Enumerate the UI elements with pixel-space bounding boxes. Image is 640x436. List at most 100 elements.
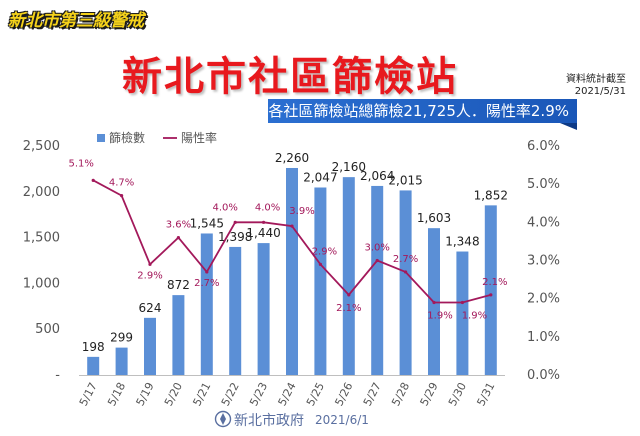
rate-label-5/25: 2.9%	[312, 246, 337, 257]
rate-label-5/21: 2.7%	[194, 278, 219, 289]
rate-point-5/30	[460, 300, 464, 305]
legend-swatch-bars	[97, 134, 105, 142]
x-tick-5/28: 5/28	[389, 380, 412, 408]
bar-5/28	[399, 190, 412, 375]
bar-label-5/21: 1,545	[190, 216, 224, 230]
rate-label-5/18: 4.7%	[109, 178, 134, 189]
x-tick-5/24: 5/24	[276, 380, 299, 408]
rate-point-5/29	[432, 300, 436, 305]
x-tick-5/25: 5/25	[304, 380, 327, 408]
rate-label-5/27: 3.0%	[364, 243, 389, 254]
rate-point-5/26	[347, 293, 351, 297]
rate-point-5/18	[120, 194, 124, 198]
gov-org-name: 新北市政府	[234, 413, 304, 429]
bar-label-5/22: 1,398	[218, 230, 252, 244]
bar-label-5/28: 2,015	[388, 173, 422, 187]
banner-fold-decoration	[560, 123, 577, 130]
rate-label-5/17: 5.1%	[68, 158, 93, 169]
x-tick-5/17: 5/17	[77, 380, 100, 408]
x-tick-5/27: 5/27	[361, 380, 384, 408]
bar-5/20	[172, 295, 185, 375]
rate-label-5/19: 2.9%	[137, 270, 162, 281]
bar-5/31	[484, 205, 497, 375]
legend-label-bars: 篩檢數	[109, 130, 145, 145]
x-tick-5/19: 5/19	[134, 380, 157, 408]
x-tick-5/29: 5/29	[418, 380, 441, 408]
y-left-tick-5: 2,500	[23, 139, 60, 154]
y-left-tick-4: 2,000	[23, 185, 60, 200]
x-tick-5/23: 5/23	[247, 380, 270, 408]
rate-point-5/28	[404, 270, 408, 274]
rate-label-5/30: 1.9%	[462, 310, 487, 321]
bar-5/26	[342, 177, 355, 375]
bar-5/25	[314, 187, 327, 375]
y-right-tick-0: 0.0%	[527, 368, 560, 383]
summary-banner: 各社區篩檢站總篩檢21,725人．陽性率2.9%	[268, 99, 577, 123]
rate-label-5/22: 4.0%	[212, 202, 237, 213]
x-tick-5/31: 5/31	[474, 380, 497, 408]
y-left-tick-2: 1,000	[23, 276, 60, 291]
bar-label-5/24: 2,260	[275, 151, 309, 165]
y-left-tick-3: 1,500	[23, 231, 60, 246]
bar-label-5/18: 299	[110, 331, 133, 345]
rate-point-5/27	[375, 258, 379, 263]
rate-label-5/28: 2.7%	[393, 254, 418, 265]
data-cutoff-date: 2021/5/31	[574, 86, 626, 97]
bar-5/23	[257, 243, 270, 375]
legend-label-line: 陽性率	[181, 130, 217, 145]
rate-point-5/24	[290, 224, 294, 228]
bar-5/17	[87, 356, 100, 375]
gov-logo-icon	[214, 410, 232, 428]
bar-label-5/26: 2,160	[332, 160, 366, 174]
rate-point-5/22	[233, 220, 237, 224]
data-cutoff-label: 資料統計截至	[566, 74, 626, 85]
rate-label-5/29: 1.9%	[427, 310, 452, 321]
bar-5/27	[371, 185, 384, 375]
rate-point-5/20	[176, 236, 180, 240]
bar-5/21	[200, 233, 213, 375]
legend-layer: 篩檢數 陽性率	[97, 130, 217, 145]
bar-label-5/30: 1,348	[445, 235, 479, 249]
rate-label-5/26: 2.1%	[336, 303, 361, 314]
y-left-tick-1: 500	[35, 322, 60, 337]
page-title: 新北市社區篩檢站	[122, 54, 458, 100]
x-tick-5/26: 5/26	[332, 380, 355, 408]
x-tick-5/22: 5/22	[219, 380, 242, 408]
bar-5/30	[456, 251, 469, 375]
y-right-tick-4: 4.0%	[527, 215, 560, 230]
x-tick-5/18: 5/18	[105, 380, 128, 408]
y-right-tick-1: 1.0%	[527, 330, 560, 345]
y-left-tick-0: -	[55, 368, 60, 383]
y-right-tick-6: 6.0%	[527, 139, 560, 154]
bar-label-5/19: 624	[139, 301, 162, 315]
rate-point-5/19	[148, 262, 152, 266]
y-right-tick-5: 5.0%	[527, 177, 560, 192]
bar-5/19	[144, 317, 156, 375]
rate-label-5/20: 3.6%	[166, 220, 191, 231]
line-layer: 5.1% 4.7% 2.9% 3.6% 2.7% 4.0% 4.0% 3.9% 2.9% 2.1%…	[68, 158, 507, 321]
bar-label-5/20: 872	[167, 278, 190, 292]
alert-level-badge: 新北市第三級警戒	[8, 11, 144, 31]
bar-5/24	[286, 167, 298, 375]
data-cutoff-note: 資料統計截至 2021/5/31	[566, 74, 626, 98]
y-right-tick-3: 3.0%	[527, 254, 560, 269]
rate-label-5/31: 2.1%	[482, 277, 507, 288]
rate-point-5/25	[318, 262, 322, 266]
bar-label-5/17: 198	[82, 340, 105, 354]
bar-label-5/27: 2,064	[360, 169, 394, 183]
rate-point-5/17	[91, 178, 95, 182]
bar-label-5/31: 1,852	[474, 188, 508, 202]
bar-5/22	[229, 246, 242, 375]
bar-label-5/29: 1,603	[417, 211, 451, 225]
y-right-tick-2: 2.0%	[527, 292, 560, 307]
bar-5/18	[115, 347, 128, 375]
footer-date: 2021/6/1	[315, 413, 369, 427]
x-tick-5/30: 5/30	[446, 380, 469, 408]
rate-point-5/21	[205, 270, 209, 274]
rate-label-5/24: 3.9%	[289, 206, 314, 217]
rate-point-5/23	[262, 220, 266, 224]
rate-label-5/23: 4.0%	[255, 202, 280, 213]
bar-label-5/23: 1,440	[246, 226, 280, 240]
